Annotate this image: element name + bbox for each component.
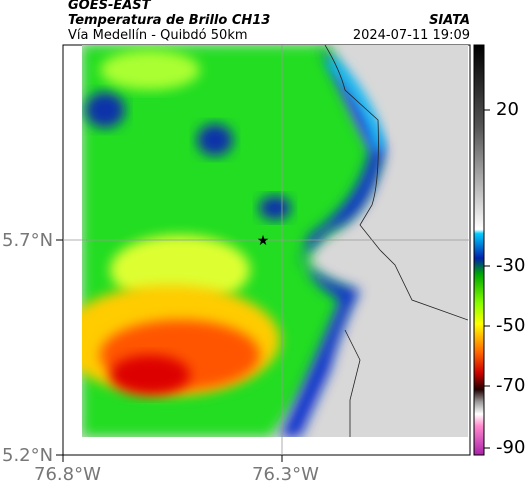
imagery: [82, 45, 468, 437]
datetime: 2024-07-11 19:09: [352, 28, 470, 43]
subtitle: Vía Medellín - Quibdó 50km: [68, 28, 248, 43]
cb-label: -70: [496, 375, 526, 396]
source: GOES-EAST: [68, 0, 151, 13]
title: Temperatura de Brillo CH13: [68, 13, 271, 28]
city-marker: ★: [257, 233, 270, 249]
cb-label: -30: [496, 255, 526, 276]
cb-label: -90: [496, 437, 526, 458]
y-label: 5.2°N: [2, 445, 54, 466]
colorbar: [473, 44, 485, 456]
x-label: 76.3°W: [252, 464, 319, 485]
y-label: 5.7°N: [2, 230, 54, 251]
cb-label: 20: [496, 99, 519, 120]
org: SIATA: [429, 13, 470, 28]
cb-label: -50: [496, 315, 526, 336]
x-label: 76.8°W: [34, 464, 101, 485]
